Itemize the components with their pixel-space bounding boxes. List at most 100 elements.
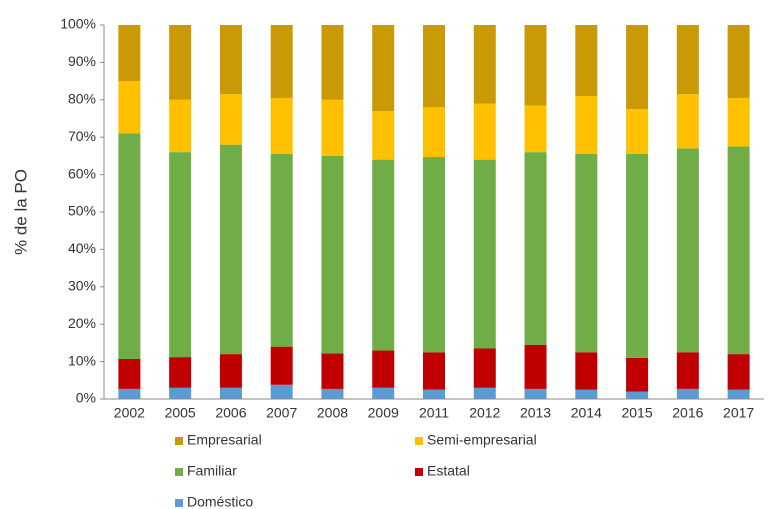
bar-segment [321, 99, 344, 156]
x-tick-label: 2017 [723, 405, 754, 421]
y-tick-label: 50% [68, 203, 96, 219]
bar-segment [727, 354, 750, 390]
y-tick-label: 30% [68, 278, 96, 294]
x-tick-label: 2002 [114, 405, 145, 421]
bar-segment [372, 111, 395, 160]
bar-segment [727, 25, 750, 98]
bar-segment [473, 348, 496, 388]
bar-segment [626, 25, 649, 110]
x-tick-label: 2009 [368, 405, 399, 421]
bar-segment [169, 99, 192, 153]
bar-segment [473, 159, 496, 349]
legend-swatch [415, 468, 423, 476]
bar-segment [727, 146, 750, 355]
x-tick-label: 2013 [520, 405, 551, 421]
legend-label: Empresarial [187, 432, 262, 448]
bar-segment [118, 388, 141, 399]
x-tick-label: 2015 [621, 405, 652, 421]
bar-segment [270, 154, 293, 347]
bar-segment [676, 388, 699, 399]
x-tick-label: 2005 [165, 405, 196, 421]
bar-segment [524, 105, 547, 153]
bar-segment [169, 152, 192, 358]
bar-segment [321, 353, 344, 389]
x-tick-label: 2011 [419, 405, 449, 421]
bar-segment [575, 96, 598, 155]
bar-segment [626, 391, 649, 399]
bar-segment [575, 389, 598, 399]
x-tick-label: 2008 [317, 405, 348, 421]
bar-segment [169, 357, 192, 388]
y-tick-label: 100% [60, 16, 96, 32]
bar-segment [372, 159, 395, 351]
x-tick-label: 2007 [266, 405, 297, 421]
bar-segment [372, 350, 395, 388]
bar-segment [321, 388, 344, 399]
bar-segment [219, 25, 242, 95]
bar-segment [270, 384, 293, 399]
x-tick-label: 2016 [672, 405, 703, 421]
bar-segment [270, 97, 293, 155]
bar-segment [219, 144, 242, 355]
bar-segment [727, 389, 750, 399]
legend-label: Semi-empresarial [427, 432, 537, 448]
bar-segment [676, 94, 699, 149]
y-tick-label: 20% [68, 315, 96, 331]
bar-segment [321, 25, 344, 100]
legend-swatch [175, 468, 183, 476]
bar-segment [118, 358, 141, 389]
bar-segment [676, 148, 699, 353]
bar-segment [626, 109, 649, 155]
y-tick-label: 40% [68, 240, 96, 256]
y-tick-label: 60% [68, 165, 96, 181]
bar-segment [626, 154, 649, 358]
bar-segment [169, 25, 192, 100]
bar-segment [219, 354, 242, 388]
bar-segment [473, 103, 496, 160]
bar-segment [118, 133, 141, 359]
bar-segment [118, 81, 141, 134]
y-tick-label: 90% [68, 53, 96, 69]
bar-segment [575, 154, 598, 353]
legend-label: Doméstico [187, 494, 253, 509]
x-tick-label: 2014 [571, 405, 602, 421]
bar-segment [423, 157, 445, 353]
x-tick-label: 2012 [469, 405, 500, 421]
bar-segment [575, 25, 598, 97]
bar-segment [169, 387, 192, 399]
bar-segment [575, 352, 598, 390]
legend-label: Familiar [187, 463, 237, 479]
y-axis-title: % de la PO [11, 169, 30, 255]
bar-segment [524, 388, 547, 399]
bar-segment [372, 387, 395, 399]
bar-segment [372, 25, 395, 112]
bar-segment [423, 107, 445, 158]
y-tick-label: 70% [68, 128, 96, 144]
bar-segment [423, 352, 445, 390]
legend-swatch [175, 437, 183, 445]
bar-segment [524, 152, 547, 345]
bar-segment [524, 25, 547, 106]
bar-segment [423, 389, 445, 399]
bar-segment [727, 97, 750, 147]
legend-swatch [415, 437, 423, 445]
bar-segment [219, 387, 242, 399]
legend-swatch [175, 499, 183, 507]
bar-segment [524, 344, 547, 389]
y-tick-label: 0% [76, 390, 96, 406]
bar-segment [473, 387, 496, 399]
bar-segment [676, 352, 699, 389]
bar-segment [626, 357, 649, 392]
bar-segment [423, 25, 445, 108]
legend-label: Estatal [427, 463, 470, 479]
bar-segment [118, 25, 141, 82]
bar-segment [270, 346, 293, 385]
x-tick-label: 2006 [215, 405, 246, 421]
bar-segment [321, 155, 344, 354]
bar-segment [270, 25, 293, 98]
y-tick-label: 10% [68, 352, 96, 368]
y-tick-label: 80% [68, 91, 96, 107]
bar-segment [676, 25, 699, 95]
bar-segment [219, 94, 242, 145]
